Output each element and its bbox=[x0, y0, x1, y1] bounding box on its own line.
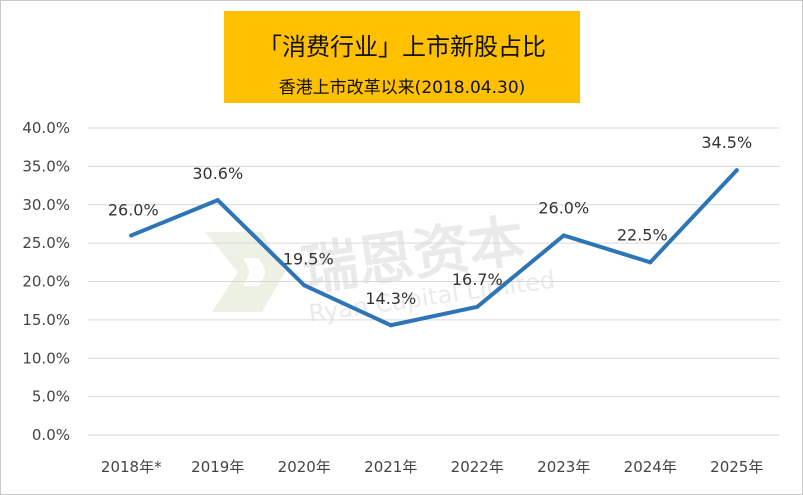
y-tick-label: 10.0% bbox=[22, 349, 70, 367]
data-label: 14.3% bbox=[365, 289, 416, 308]
data-point bbox=[129, 233, 134, 238]
x-tick-label: 2018年* bbox=[101, 458, 162, 476]
chart-title: 「消费行业」上市新股占比 bbox=[258, 33, 546, 61]
data-point bbox=[302, 283, 307, 288]
y-tick-label: 15.0% bbox=[22, 311, 70, 329]
watermark-logo-icon bbox=[205, 232, 285, 312]
series-line-path bbox=[129, 168, 739, 328]
data-label: 30.6% bbox=[192, 164, 243, 183]
data-label: 34.5% bbox=[701, 133, 752, 152]
x-axis-tick-labels: 2018年* 2019年 2020年 2021年 2022年 2023年 2024年 2025… bbox=[101, 458, 763, 476]
data-point bbox=[561, 233, 566, 238]
data-point bbox=[648, 260, 653, 265]
x-tick-label: 2021年 bbox=[364, 458, 417, 476]
x-tick-label: 2025年 bbox=[710, 458, 763, 476]
data-label: 26.0% bbox=[108, 200, 159, 219]
y-tick-label: 20.0% bbox=[22, 273, 70, 291]
y-tick-label: 35.0% bbox=[22, 157, 70, 175]
data-point bbox=[734, 168, 739, 173]
data-labels: 26.0% 30.6% 19.5% 14.3% 16.7% 26.0% 22.5% 34.5% bbox=[108, 133, 752, 308]
data-point bbox=[388, 323, 393, 328]
data-point bbox=[215, 198, 220, 203]
data-label: 19.5% bbox=[283, 249, 334, 268]
data-label: 22.5% bbox=[617, 225, 668, 244]
y-tick-label: 5.0% bbox=[32, 388, 70, 406]
gridlines bbox=[88, 127, 780, 436]
x-tick-label: 2020年 bbox=[278, 458, 331, 476]
y-tick-label: 0.0% bbox=[32, 426, 70, 444]
x-tick-label: 2019年 bbox=[191, 458, 244, 476]
x-tick-label: 2024年 bbox=[624, 458, 677, 476]
data-label: 16.7% bbox=[452, 270, 503, 289]
data-point bbox=[475, 304, 480, 309]
y-tick-label: 30.0% bbox=[22, 196, 70, 214]
y-axis-tick-labels: 0.0% 5.0% 10.0% 15.0% 20.0% 25.0% 30.0% 35.0% 40… bbox=[22, 119, 70, 444]
watermark: 瑞恩资本 Ryan Capital Limited bbox=[205, 208, 557, 328]
x-tick-label: 2023年 bbox=[537, 458, 590, 476]
y-tick-label: 25.0% bbox=[22, 234, 70, 252]
x-tick-label: 2022年 bbox=[451, 458, 504, 476]
title-box: 「消费行业」上市新股占比 香港上市改革以来(2018.04.30) bbox=[224, 11, 580, 103]
y-tick-label: 40.0% bbox=[22, 119, 70, 137]
data-label: 26.0% bbox=[538, 198, 589, 217]
series-line bbox=[129, 168, 739, 328]
chart-subtitle: 香港上市改革以来(2018.04.30) bbox=[278, 78, 526, 98]
